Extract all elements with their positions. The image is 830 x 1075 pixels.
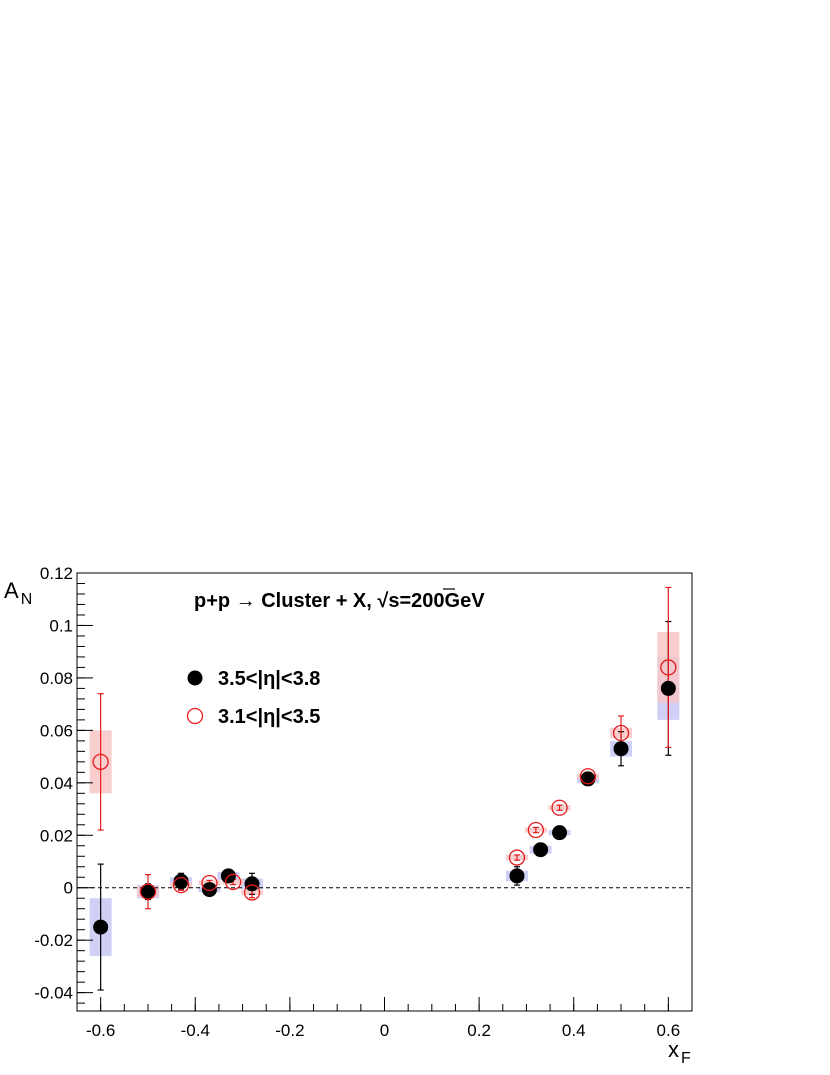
y-tick-label: 0.12: [40, 564, 73, 583]
x-tick-label: -0.6: [86, 1021, 115, 1040]
legend-label-eta-3-5-3-8: 3.5<|η|<3.8: [218, 668, 320, 690]
point-eta-3-5-3-8: [509, 868, 525, 884]
point-eta-3-5-3-8: [552, 825, 568, 841]
point-eta-3-5-3-8: [93, 919, 109, 935]
point-eta-3-5-3-8: [173, 873, 189, 889]
x-tick-label: -0.2: [275, 1021, 304, 1040]
point-eta-3-1-3-5: [579, 768, 597, 785]
y-tick-label: 0.02: [40, 826, 73, 845]
plot-frame: [76, 572, 693, 1012]
point-eta-3-5-3-8: [660, 680, 676, 696]
x-tick-label: 0.6: [657, 1021, 681, 1040]
point-eta-3-1-3-5: [527, 821, 545, 839]
point-eta-3-1-3-5: [551, 799, 568, 816]
point-eta-3-5-3-8: [533, 842, 549, 858]
y-tick-label: 0.1: [49, 616, 73, 635]
point-eta-3-1-3-5: [612, 724, 630, 742]
x-tick-label: 0: [380, 1021, 389, 1040]
point-eta-3-5-3-8: [244, 876, 260, 892]
chart-title: p+p → Cluster + X, √s=200GeV: [194, 590, 485, 612]
legend: 3.5<|η|<3.8 3.1<|η|<3.5: [186, 668, 320, 728]
point-eta-3-5-3-8: [140, 884, 156, 900]
y-tick-label: 0.04: [40, 774, 73, 793]
point-eta-3-5-3-8: [201, 882, 217, 898]
y-tick-label: 0: [64, 879, 73, 898]
y-tick-label: -0.04: [34, 984, 73, 1003]
y-tick-label: 0.08: [40, 669, 73, 688]
point-eta-3-1-3-5: [508, 849, 526, 866]
data-markers: [92, 659, 677, 935]
axis-ticks: [76, 572, 693, 1011]
y-tick-label: 0.06: [40, 721, 73, 740]
point-eta-3-1-3-5: [660, 659, 677, 676]
systematic-error-boxes: [89, 632, 680, 956]
point-eta-3-1-3-5: [201, 874, 218, 892]
legend-marker-eta-3-5-3-8: [187, 670, 203, 686]
point-eta-3-1-3-5: [243, 884, 261, 901]
x-tick-label: 0.2: [467, 1021, 491, 1040]
y-tick-label: -0.02: [34, 931, 73, 950]
point-eta-3-5-3-8: [613, 741, 629, 757]
point-eta-3-1-3-5: [172, 876, 190, 894]
statistical-error-bars: [97, 586, 672, 991]
legend-label-eta-3-1-3-5: 3.1<|η|<3.5: [218, 706, 320, 728]
legend-marker-eta-3-1-3-5: [186, 707, 204, 725]
point-eta-3-1-3-5: [92, 753, 109, 770]
point-eta-3-1-3-5: [224, 873, 242, 891]
x-tick-label: -0.4: [181, 1021, 210, 1040]
axis-tick-labels: -0.6 -0.4 -0.2 0 0.2 0.4 0.6 -0.04 -0.02 0 0.02 0.0…: [34, 564, 680, 1040]
point-eta-3-1-3-5: [139, 883, 157, 900]
x-tick-label: 0.4: [562, 1021, 586, 1040]
